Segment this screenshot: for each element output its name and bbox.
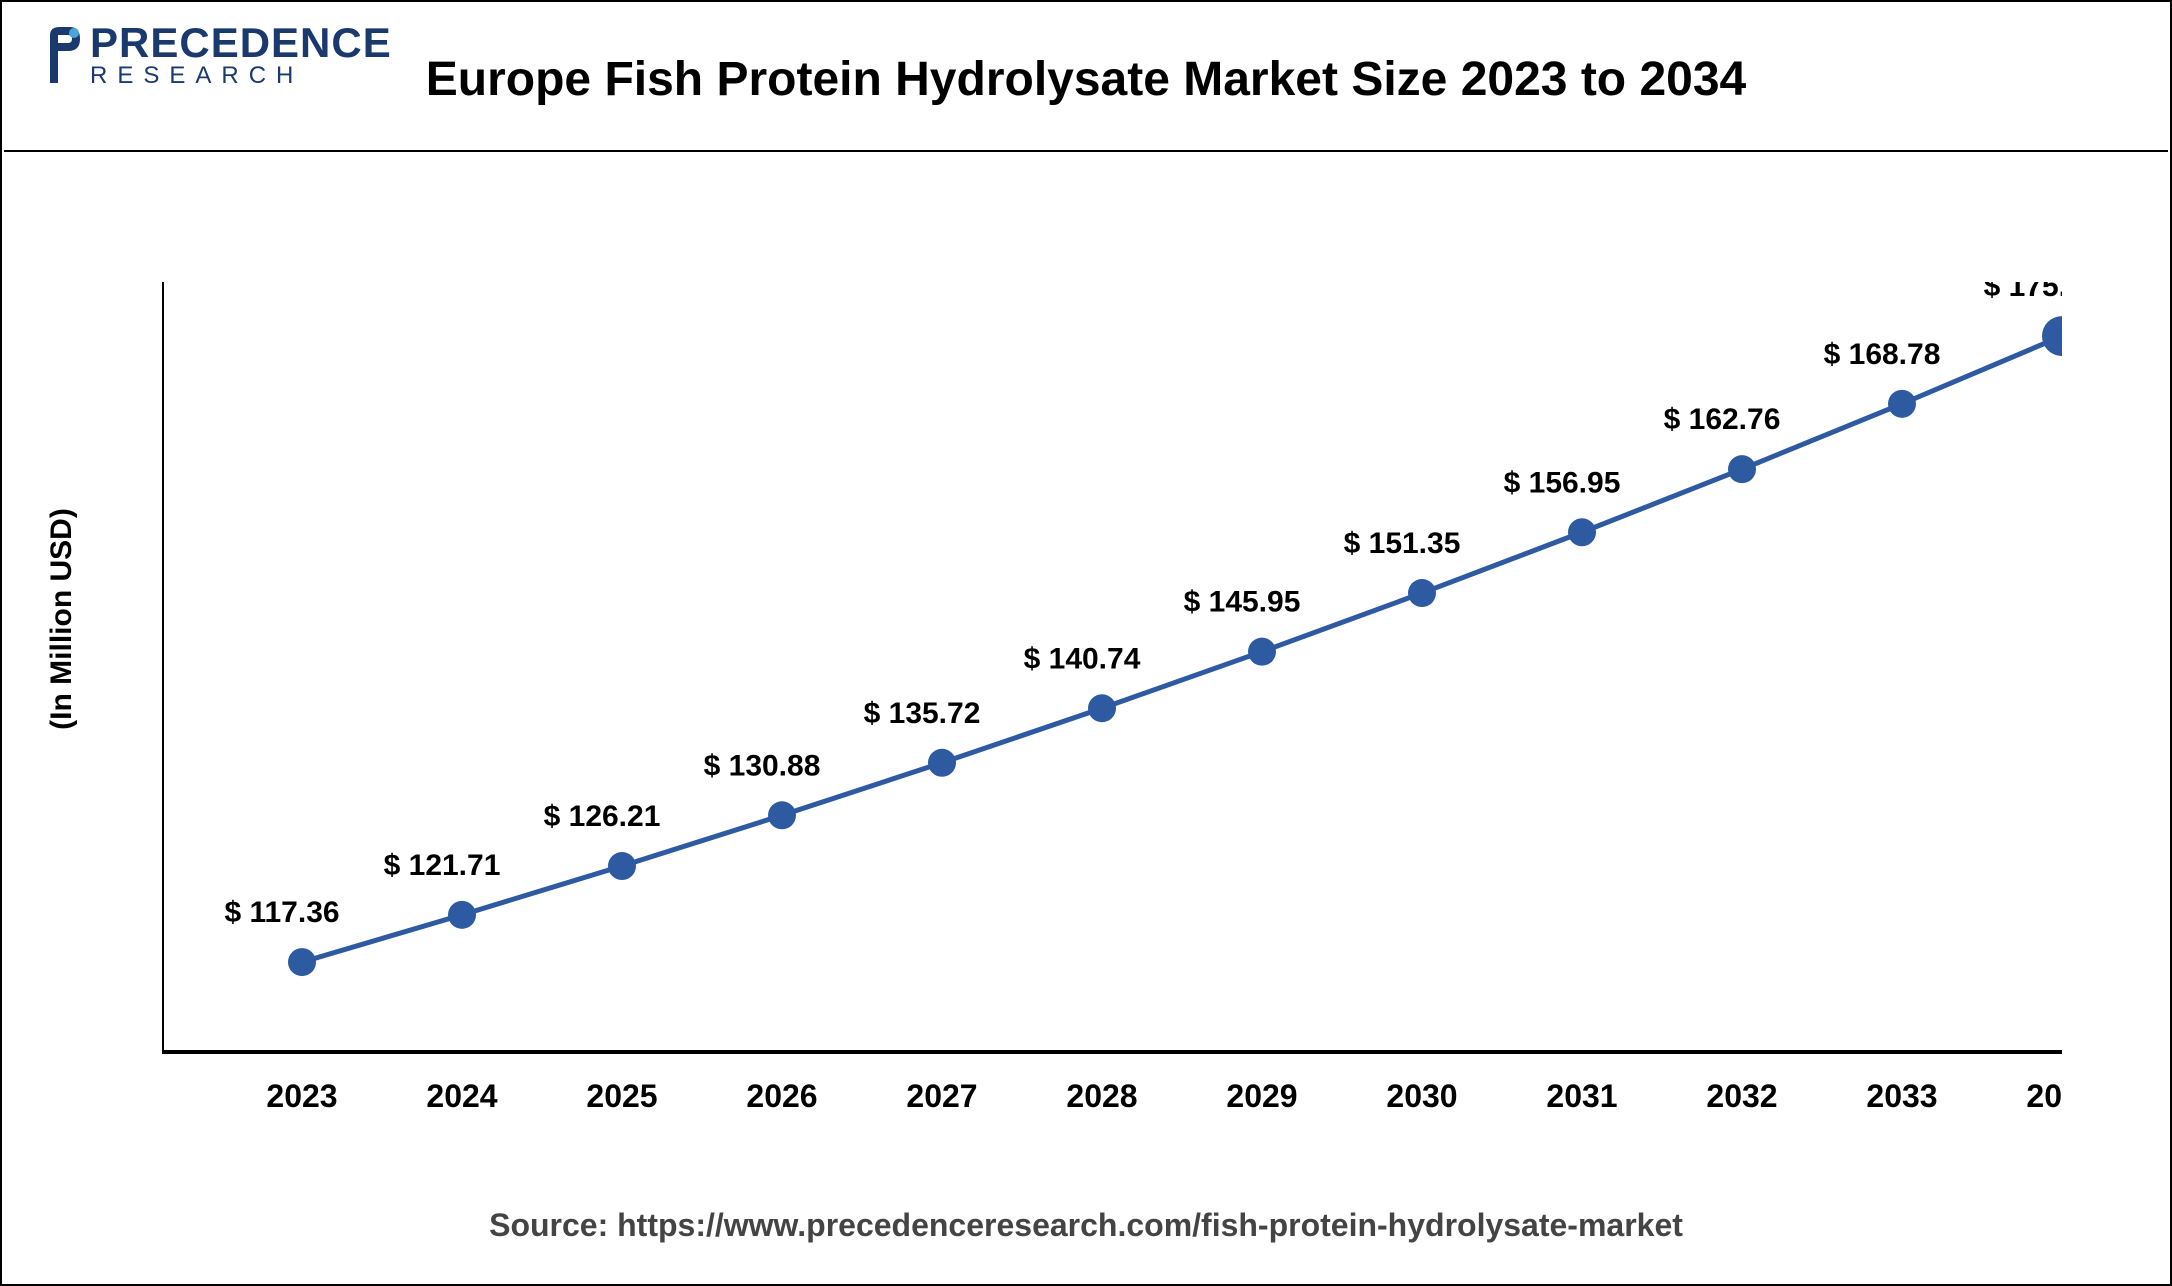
data-label: $ 130.88 (704, 749, 821, 782)
data-point (1728, 455, 1756, 483)
logo: PRECEDENCE RESEARCH (42, 22, 392, 88)
logo-text: PRECEDENCE RESEARCH (90, 22, 392, 88)
x-tick-label: 2028 (1066, 1078, 1137, 1114)
source-text: Source: https://www.precedenceresearch.c… (489, 1207, 1683, 1244)
data-line (302, 336, 2062, 962)
data-label: $ 156.95 (1504, 466, 1621, 499)
data-label: $ 126.21 (544, 800, 661, 833)
x-tick-label: 2031 (1546, 1078, 1617, 1114)
title-divider (4, 150, 2168, 152)
data-label: $ 140.74 (1024, 642, 1141, 675)
logo-icon (42, 25, 82, 85)
x-tick-label: 2024 (426, 1078, 497, 1114)
x-tick-label: 2029 (1226, 1078, 1297, 1114)
x-tick-label: 2026 (746, 1078, 817, 1114)
data-label: $ 168.78 (1824, 338, 1941, 371)
data-labels-group: $ 117.36 $ 121.71 $ 126.21 $ 130.88 $ 135.72… (224, 282, 2062, 929)
y-axis-label: (In Million USD) (45, 508, 79, 730)
data-points-group (288, 316, 2062, 976)
data-label: $ 121.71 (384, 849, 501, 882)
data-point (928, 749, 956, 777)
x-tick-label: 2027 (906, 1078, 977, 1114)
x-tick-label: 2034 (2026, 1078, 2062, 1114)
data-point (1568, 518, 1596, 546)
data-point (1888, 390, 1916, 418)
data-point (1088, 694, 1116, 722)
logo-sub-text: RESEARCH (90, 64, 392, 88)
chart-title: Europe Fish Protein Hydrolysate Market S… (426, 52, 1747, 107)
data-label: $ 175.02 (1984, 282, 2062, 303)
data-label: $ 145.95 (1184, 586, 1301, 619)
chart-svg: $ 117.36 $ 121.71 $ 126.21 $ 130.88 $ 135.72… (162, 282, 2062, 1122)
x-tick-label: 2025 (586, 1078, 657, 1114)
data-label: $ 162.76 (1664, 403, 1781, 436)
data-point (608, 852, 636, 880)
data-label: $ 135.72 (864, 697, 981, 730)
data-label: $ 151.35 (1344, 527, 1461, 560)
data-label: $ 117.36 (224, 896, 339, 929)
data-point (1248, 638, 1276, 666)
data-point (288, 948, 316, 976)
x-tick-label: 2032 (1706, 1078, 1777, 1114)
data-point (768, 801, 796, 829)
x-tick-label: 2023 (266, 1078, 337, 1114)
chart-area: $ 117.36 $ 121.71 $ 126.21 $ 130.88 $ 135.72… (162, 282, 2062, 1062)
data-point (2042, 316, 2062, 356)
x-tick-label: 2030 (1386, 1078, 1457, 1114)
x-tick-label: 2033 (1866, 1078, 1937, 1114)
data-point (1408, 579, 1436, 607)
data-point (448, 901, 476, 929)
logo-main-text: PRECEDENCE (90, 22, 392, 64)
x-ticks-group: 2023 2024 2025 2026 2027 2028 2029 2030 2031 2032… (266, 1078, 2062, 1114)
